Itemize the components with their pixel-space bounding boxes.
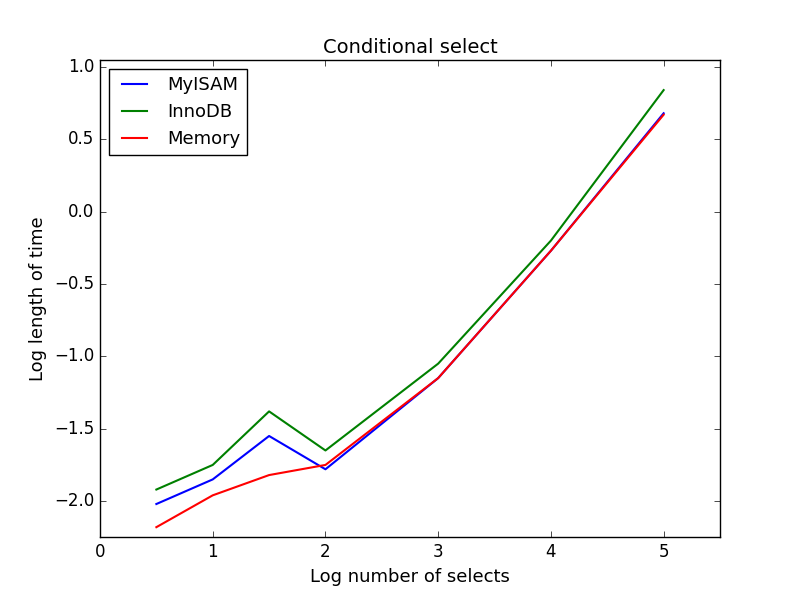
Memory — [321, 461, 330, 469]
InnoDB — [434, 360, 443, 367]
Memory — [151, 524, 161, 531]
Memory — [659, 111, 669, 118]
InnoDB — [264, 408, 274, 415]
MyISAM — [321, 466, 330, 473]
Line: Memory: Memory — [156, 115, 664, 527]
Memory — [434, 374, 443, 381]
Line: MyISAM: MyISAM — [156, 113, 664, 504]
X-axis label: Log number of selects: Log number of selects — [310, 568, 510, 586]
Title: Conditional select: Conditional select — [322, 38, 498, 57]
MyISAM — [151, 500, 161, 507]
MyISAM — [208, 476, 218, 483]
InnoDB — [321, 447, 330, 454]
Memory — [208, 492, 218, 499]
Line: InnoDB: InnoDB — [156, 90, 664, 490]
InnoDB — [208, 461, 218, 469]
MyISAM — [264, 432, 274, 439]
MyISAM — [546, 247, 556, 254]
Memory — [546, 247, 556, 254]
Legend: MyISAM, InnoDB, Memory: MyISAM, InnoDB, Memory — [109, 69, 247, 155]
InnoDB — [659, 87, 669, 94]
InnoDB — [151, 486, 161, 493]
InnoDB — [546, 237, 556, 244]
MyISAM — [659, 110, 669, 117]
MyISAM — [434, 374, 443, 381]
Memory — [264, 472, 274, 479]
Y-axis label: Log length of time: Log length of time — [30, 216, 47, 381]
